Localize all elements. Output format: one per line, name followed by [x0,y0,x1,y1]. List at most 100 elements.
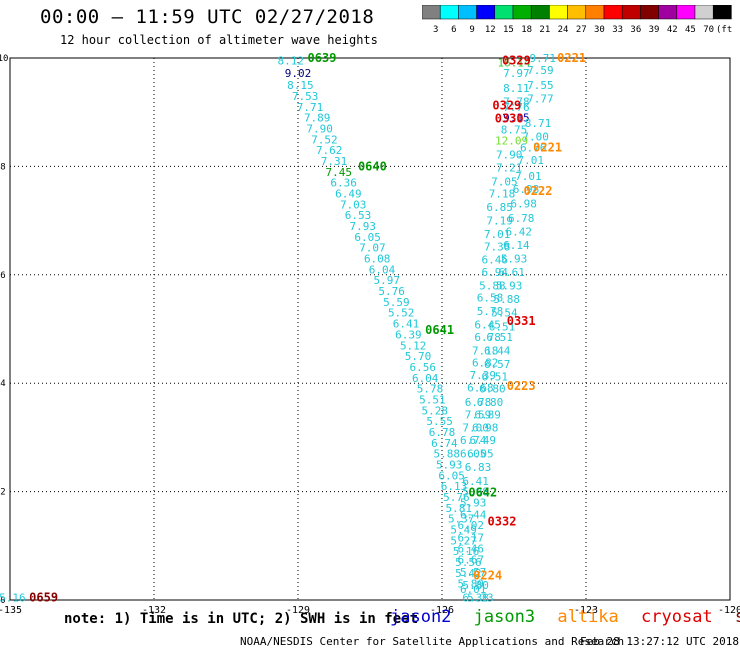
colorbar-label: 24 [558,25,569,35]
y-tick-label: 10 [0,54,8,64]
time-label: 0639 [308,51,337,65]
wave-height-value: 9.71 [530,52,557,65]
wave-height-value: 6.82 [472,357,499,370]
chart-title: 00:00 – 11:59 UTC 02/27/2018 [40,6,375,28]
wave-height-value: 7.62 [316,144,343,157]
time-label: 0224 [473,569,502,583]
wave-height-value: 5.78 [417,383,444,396]
wave-height-value: 6.01 [460,583,487,596]
wave-height-value: 9.15 [503,112,530,125]
wave-height-value: 5.97 [374,274,401,287]
wave-height-value: 6.42 [506,225,533,238]
colorbar-label: 36 [630,25,641,35]
wave-height-value: 7.78 [503,95,530,108]
wave-height-value: 6.05 [354,231,381,244]
wave-height-value: 7.18 [489,188,516,201]
wave-height-value: 8.15 [287,79,314,92]
time-label: 0221 [557,51,586,65]
wave-height-value: 7.89 [304,112,331,125]
legend-altika: altika [557,607,619,627]
y-tick-label: 2 [0,488,5,498]
wave-height-value: 5.80 [462,579,489,592]
wave-height-value: 6.78 [465,396,492,409]
wave-height-value: 6.08 [364,253,391,266]
wave-height-value: 7.01 [484,228,511,241]
colorbar-label: 33 [612,25,623,35]
x-tick-label: -120 [718,605,740,616]
wave-height-value: 7.59 [527,64,554,77]
wave-height-value: 6.49 [470,434,497,447]
wave-height-value: 6.57 [484,358,511,371]
colorbar-label: (ft) [716,25,732,35]
time-label: 0221 [533,140,562,154]
wave-height-value: 5.88 [494,293,521,306]
wave-height-value: 6.61 [498,266,525,279]
colorbar-label: 9 [469,25,474,35]
wave-height-value: 6.17 [458,532,485,545]
wave-height-value: 6.74 [431,437,458,450]
wave-height-value: 6.49 [335,188,362,201]
time-label: 0330 [495,112,524,126]
wave-height-value: 5.12 [400,339,427,352]
wave-height-value: 5.33 [467,591,494,604]
y-tick-label: 0 [0,596,5,606]
time-label: 0222 [524,184,553,198]
colorbar-swatch [712,5,732,20]
colorbar-label: 42 [667,25,678,35]
wave-height-value: 6.02 [458,519,485,532]
colorbar-label: 70 [703,25,714,35]
colorbar-label: 39 [649,25,660,35]
wave-height-value: 6.85 [486,201,513,214]
time-label: 0331 [507,314,536,328]
wave-height-value: 6.94 [482,266,509,279]
wave-height-value: 7.93 [350,220,377,233]
legend-jason3: jason3 [473,607,536,627]
wave-height-value: 6.68 [467,382,494,395]
wave-height-value: 8.71 [525,117,552,130]
wave-height-value: 5.89 [458,578,485,591]
wave-height-value: 6.98 [513,183,540,196]
time-label: 0223 [507,379,536,393]
colorbar-label: 3 [433,25,438,35]
wave-height-value: 6.05 [460,448,487,461]
wave-height-value: 12.09 [495,134,528,147]
wave-height-value: 7.07 [359,242,386,255]
wave-height-value: 5.78 [477,305,504,318]
colorbar-label: 27 [576,25,587,35]
colorbar-label: 21 [539,25,550,35]
y-tick-label: 6 [0,271,5,281]
wave-height-value: 6.53 [345,209,372,222]
wave-height-value: 7.53 [292,90,319,103]
wave-height-value: 6.80 [479,383,506,396]
wave-height-value: 16.14 [497,56,530,69]
x-tick-label: -126 [430,605,454,616]
wave-height-value: 7.00 [522,131,549,144]
wave-height-value: 5.93 [501,253,528,266]
colorbar-label: 15 [503,25,514,35]
wave-height-value: 5.93 [496,280,523,293]
chart-subtitle: 12 hour collection of altimeter wave hei… [60,33,378,47]
wave-height-value: 6.78 [474,331,501,344]
wave-height-value: 6.04 [412,372,439,385]
wave-height-value: 5.51 [419,393,446,406]
wave-height-value: 7.59 [465,409,492,422]
x-tick-label: -123 [574,605,598,616]
wave-height-value: 9.02 [285,67,312,80]
wave-height-value: 6.44 [460,508,487,521]
wave-height-value: 8.12 [278,55,305,68]
time-label: 0640 [358,159,387,173]
colorbar-label: 18 [521,25,532,35]
wave-height-value: 7.45 [326,166,353,179]
wave-height-value: 7.90 [306,122,333,135]
y-tick-label: 8 [0,162,5,172]
x-tick-label: -135 [0,605,22,616]
wave-height-value: 6.78 [508,212,535,225]
wave-height-value: 5.42 [455,567,482,580]
satellite-legend: jason2 jason3 altika cryosat s3a [390,607,740,627]
wave-height-value: 6.67 [458,553,485,566]
wave-height-value: 7.52 [311,133,338,146]
x-tick-label: -132 [142,605,166,616]
time-label: 0329 [502,54,531,68]
wave-height-value: 6.98 [510,197,537,210]
